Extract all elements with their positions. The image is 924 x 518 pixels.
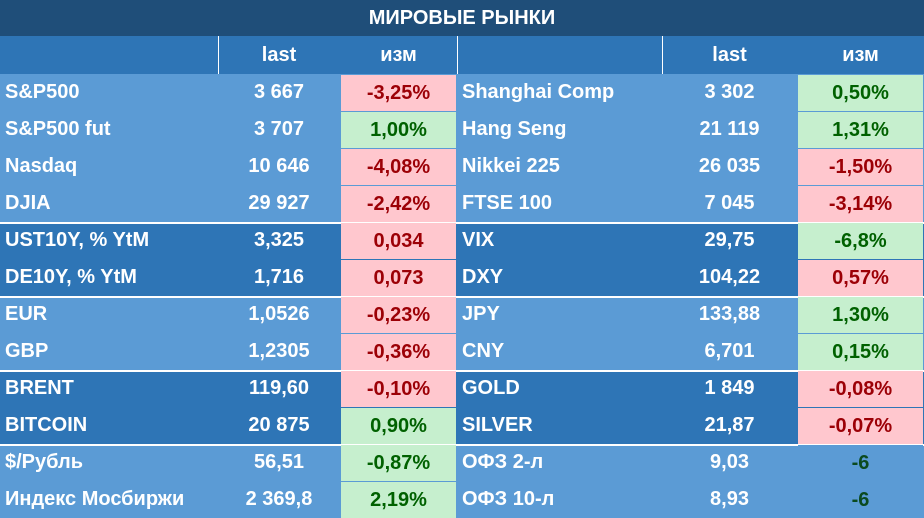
change-value: -0,36% xyxy=(341,334,456,370)
last-value: 6,701 xyxy=(704,340,755,362)
change-value: -0,10% xyxy=(341,371,456,407)
last-value: 3 302 xyxy=(704,81,755,103)
last-value: 20 875 xyxy=(248,414,310,436)
instrument-name: SILVER xyxy=(462,414,533,436)
change-value: 0,073 xyxy=(341,260,456,296)
last-value: 10 646 xyxy=(248,155,310,177)
instrument-name: CNY xyxy=(462,340,505,362)
last-value: 2 369,8 xyxy=(245,488,313,510)
column-header: изм xyxy=(842,43,879,66)
change-value: -6 xyxy=(798,445,923,481)
change-value: -2,42% xyxy=(341,186,456,222)
last-value: 56,51 xyxy=(253,451,305,473)
last-value: 1,2305 xyxy=(248,340,310,362)
column-header: last xyxy=(712,43,747,66)
instrument-name: VIX xyxy=(462,229,495,251)
change-value: -6,8% xyxy=(798,223,923,259)
instrument-name: Nasdaq xyxy=(5,155,78,177)
group-separator xyxy=(0,222,924,224)
instrument-name: Nikkei 225 xyxy=(462,155,560,177)
group-separator xyxy=(0,370,924,372)
change-value: -6 xyxy=(798,482,923,518)
change-value: 1,30% xyxy=(798,297,923,333)
instrument-name: Индекс Мосбиржи xyxy=(5,488,185,510)
change-value: -4,08% xyxy=(341,149,456,185)
change-value: -0,07% xyxy=(798,408,923,444)
instrument-name: S&P500 fut xyxy=(5,118,111,140)
change-value: -1,50% xyxy=(798,149,923,185)
last-value: 29 927 xyxy=(248,192,310,214)
row-group xyxy=(0,222,924,296)
last-value: 3 707 xyxy=(253,118,305,140)
instrument-name: $/Рубль xyxy=(5,451,83,473)
column-header: last xyxy=(261,43,297,66)
instrument-name: BITCOIN xyxy=(5,414,88,436)
row-group xyxy=(0,74,924,222)
row-group xyxy=(0,444,924,518)
last-value: 26 035 xyxy=(698,155,761,177)
change-value: -0,23% xyxy=(341,297,456,333)
instrument-name: DJIA xyxy=(5,192,51,214)
change-value: 1,31% xyxy=(798,112,923,148)
last-value: 9,03 xyxy=(710,451,749,473)
last-value: 21,87 xyxy=(704,414,755,436)
change-value: -0,87% xyxy=(341,445,456,481)
instrument-name: GOLD xyxy=(462,377,520,399)
instrument-name: ОФЗ 2-л xyxy=(462,451,544,473)
change-value: -0,08% xyxy=(798,371,923,407)
instrument-name: DE10Y, % YtM xyxy=(5,266,137,288)
last-value: 1 849 xyxy=(704,377,755,399)
instrument-name: Hang Seng xyxy=(462,118,567,140)
instrument-name: ОФЗ 10-л xyxy=(462,488,555,510)
change-value: 0,90% xyxy=(341,408,456,444)
last-value: 8,93 xyxy=(710,488,749,510)
instrument-name: S&P500 xyxy=(5,81,80,103)
instrument-name: JPY xyxy=(462,303,500,325)
instrument-name: DXY xyxy=(462,266,504,288)
group-separator xyxy=(0,296,924,298)
row-group xyxy=(0,296,924,370)
title: МИРОВЫЕ РЫНКИ xyxy=(0,0,924,36)
change-value: 0,15% xyxy=(798,334,923,370)
column-header: изм xyxy=(380,43,417,66)
last-value: 3 667 xyxy=(253,81,305,103)
instrument-name: FTSE 100 xyxy=(462,192,553,214)
change-value: 0,50% xyxy=(798,75,923,111)
instrument-name: EUR xyxy=(5,303,48,325)
last-value: 21 119 xyxy=(699,118,760,140)
instrument-name: UST10Y, % YtM xyxy=(5,229,150,251)
last-value: 1,716 xyxy=(253,266,305,288)
last-value: 1,0526 xyxy=(248,303,310,325)
last-value: 29,75 xyxy=(704,229,755,251)
change-value: 0,034 xyxy=(341,223,456,259)
change-value: 2,19% xyxy=(341,482,456,518)
last-value: 3,325 xyxy=(253,229,305,251)
instrument-name: BRENT xyxy=(5,377,74,399)
instrument-name: Shanghai Comp xyxy=(462,81,615,103)
change-value: -3,14% xyxy=(798,186,923,222)
last-value: 7 045 xyxy=(704,192,755,214)
group-separator xyxy=(0,444,924,446)
last-value: 104,22 xyxy=(698,266,761,288)
last-value: 119,60 xyxy=(248,377,310,399)
change-value: 0,57% xyxy=(798,260,923,296)
instrument-name: GBP xyxy=(5,340,49,362)
header-row xyxy=(0,36,924,74)
row-group xyxy=(0,370,924,444)
change-value: -3,25% xyxy=(341,75,456,111)
last-value: 133,88 xyxy=(698,303,761,325)
change-value: 1,00% xyxy=(341,112,456,148)
